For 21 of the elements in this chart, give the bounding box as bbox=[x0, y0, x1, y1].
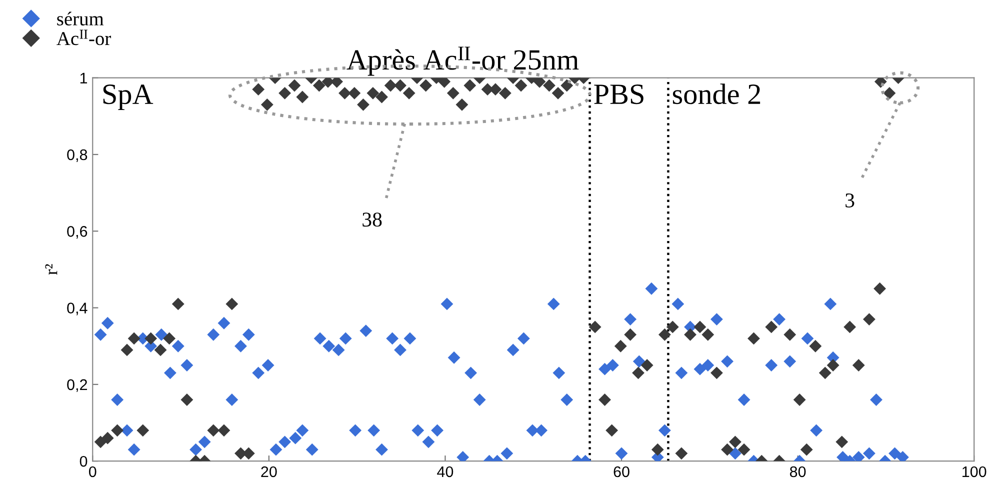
x-tick-label: 80 bbox=[790, 466, 806, 478]
x-tick-label: 0 bbox=[88, 466, 96, 478]
ref-line-label: PBS bbox=[594, 84, 644, 104]
y-tick-label: 0 bbox=[80, 456, 88, 467]
y-tick-label: 0,2 bbox=[67, 379, 87, 392]
annotation: 3 bbox=[846, 193, 854, 208]
y-axis-title: r² bbox=[45, 264, 58, 275]
x-tick-label: 60 bbox=[614, 466, 630, 478]
annotation: SpA bbox=[103, 84, 154, 110]
chart-title: Après Ac$^{II}$-or 25nm bbox=[346, 46, 579, 76]
y-tick-label: 0,6 bbox=[67, 226, 88, 239]
legend-label: sérum bbox=[57, 12, 104, 26]
x-tick-label: 20 bbox=[261, 466, 277, 478]
y-tick-label: 0,8 bbox=[67, 149, 88, 162]
annotation: 38 bbox=[362, 212, 382, 227]
y-tick-label: 0,4 bbox=[67, 302, 88, 316]
x-tick-label: 40 bbox=[437, 466, 454, 478]
ref-line-label: sonde 2 bbox=[672, 84, 760, 104]
x-tick-label: 100 bbox=[962, 466, 986, 478]
legend-label: Ac$^{II}$-or bbox=[56, 30, 111, 46]
y-tick-label: 1 bbox=[80, 72, 88, 84]
